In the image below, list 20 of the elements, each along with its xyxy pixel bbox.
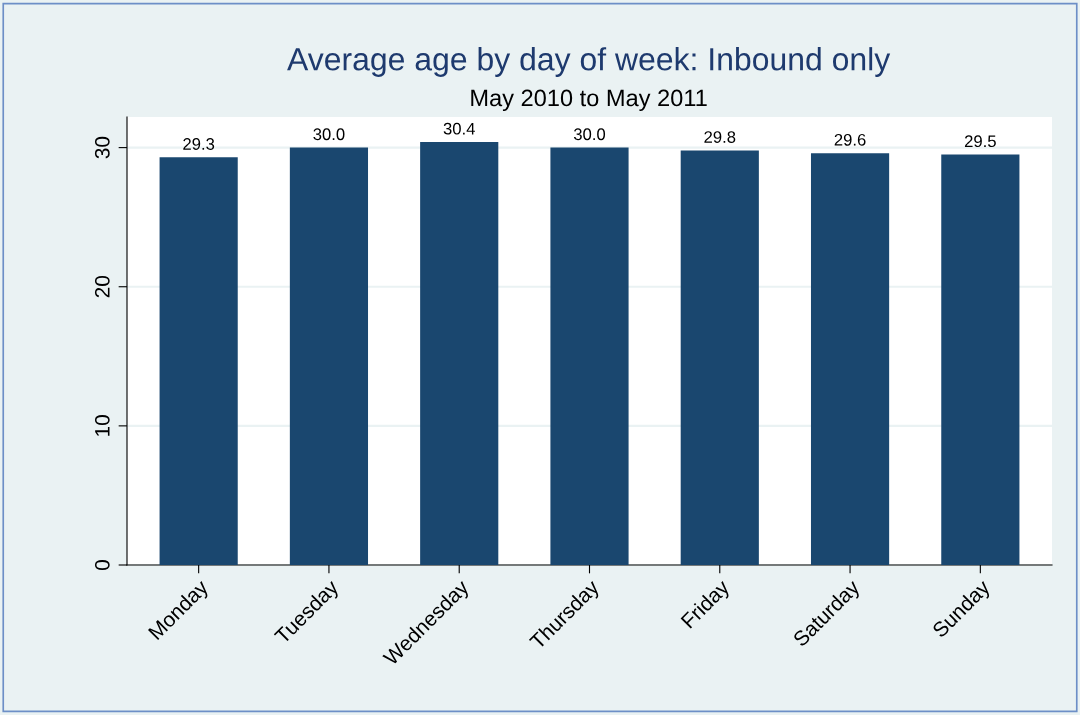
y-tick-label: 20 bbox=[94, 275, 110, 298]
y-tick-label: 0 bbox=[94, 560, 110, 570]
bar bbox=[680, 150, 759, 565]
data-label: 30.0 bbox=[313, 128, 345, 141]
data-label: 29.5 bbox=[964, 135, 996, 148]
bar bbox=[159, 157, 238, 565]
data-label: 29.8 bbox=[704, 131, 736, 143]
y-tick-label: 10 bbox=[94, 415, 110, 436]
chart-title: Average age by day of week: Inbound only bbox=[287, 47, 891, 77]
data-label: 29.3 bbox=[183, 138, 215, 150]
y-tick-label: 30 bbox=[94, 136, 110, 159]
bar bbox=[289, 147, 369, 565]
bar bbox=[420, 142, 499, 565]
bar bbox=[550, 147, 629, 565]
data-label: 30.0 bbox=[573, 128, 606, 141]
data-label: 30.4 bbox=[443, 122, 475, 135]
data-label: 29.6 bbox=[834, 133, 866, 146]
bar bbox=[941, 154, 1020, 565]
chart-subtitle: May 2010 to May 2011 bbox=[471, 89, 707, 112]
bar bbox=[810, 153, 890, 565]
